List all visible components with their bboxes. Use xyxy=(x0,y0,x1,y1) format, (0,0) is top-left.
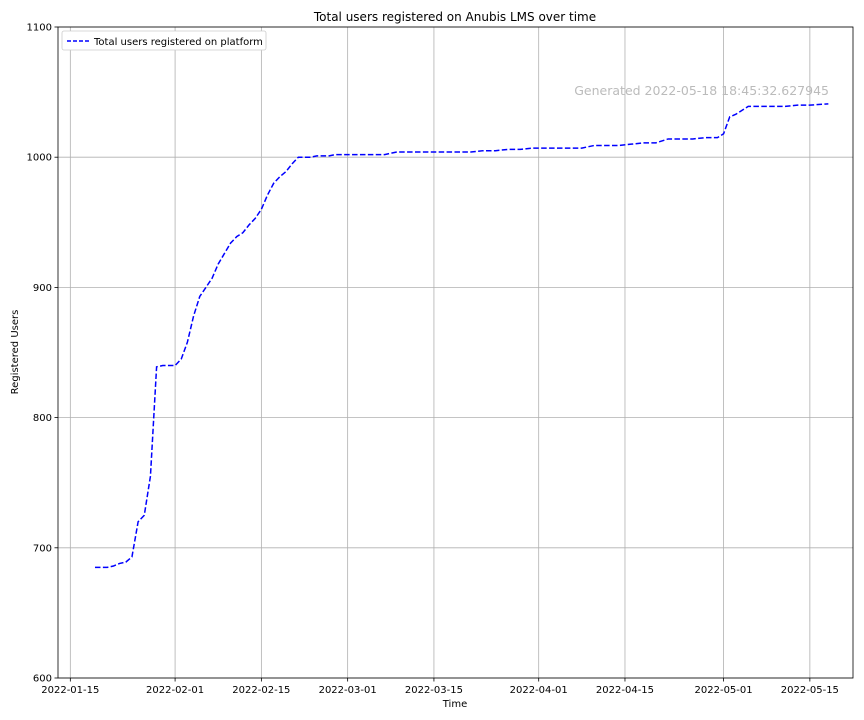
legend: Total users registered on platform xyxy=(61,30,267,51)
x-tick-label: 2022-01-15 xyxy=(41,685,99,696)
y-tick-label: 700 xyxy=(33,543,52,554)
x-tick-label: 2022-02-15 xyxy=(232,685,290,696)
y-tick-label: 800 xyxy=(33,413,52,424)
axis-ticks: 2022-01-15 2022-02-01 2022-02-15 2022-03-01… xyxy=(27,23,839,697)
x-tick-label: 2022-04-15 xyxy=(596,685,654,696)
y-tick-label: 1000 xyxy=(27,153,52,164)
y-tick-label: 1100 xyxy=(27,23,52,34)
x-axis-label: Time xyxy=(442,699,467,710)
legend-label: Total users registered on platform xyxy=(93,37,263,48)
chart-title: Total users registered on Anubis LMS ove… xyxy=(313,10,596,24)
x-tick-label: 2022-04-01 xyxy=(510,685,568,696)
grid xyxy=(58,26,853,679)
x-tick-label: 2022-03-01 xyxy=(319,685,377,696)
generated-timestamp-watermark: Generated 2022-05-18 18:45:32.627945 xyxy=(574,83,829,98)
x-tick-label: 2022-05-01 xyxy=(695,685,753,696)
y-axis-label: Registered Users xyxy=(10,310,21,395)
x-tick-label: 2022-02-01 xyxy=(146,685,204,696)
x-tick-label: 2022-03-15 xyxy=(405,685,463,696)
legend-box xyxy=(61,30,267,51)
x-tick-label: 2022-05-15 xyxy=(781,685,839,696)
plot-area-frame xyxy=(57,26,854,679)
y-tick-label: 900 xyxy=(33,283,52,294)
y-tick-label: 600 xyxy=(33,674,52,685)
series-line-total-users xyxy=(94,103,829,569)
series-layer xyxy=(94,103,829,569)
